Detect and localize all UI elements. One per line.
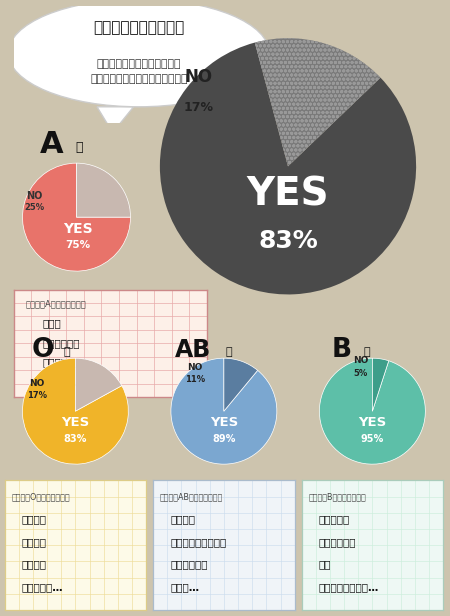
Text: 75%: 75% (65, 240, 90, 250)
Wedge shape (373, 358, 389, 411)
Text: 25%: 25% (24, 203, 45, 212)
Ellipse shape (8, 0, 269, 107)
Polygon shape (97, 107, 134, 132)
Text: 自由が大好き: 自由が大好き (319, 537, 356, 547)
Text: 他人を気にしない…: 他人を気にしない… (319, 582, 379, 592)
Text: リアリスト…: リアリスト… (22, 582, 63, 592)
Text: 83%: 83% (64, 434, 87, 444)
Wedge shape (76, 358, 122, 411)
Text: NO: NO (184, 68, 212, 86)
Text: アネゴ肌: アネゴ肌 (22, 537, 46, 547)
Text: B: B (332, 337, 352, 363)
Text: 95%: 95% (361, 434, 384, 444)
Text: いわゆるA型は、こんな人: いわゆるA型は、こんな人 (25, 299, 86, 308)
Text: 几帳面: 几帳面 (42, 318, 61, 328)
Text: しっかりもの: しっかりもの (42, 338, 80, 348)
Text: いわゆるO型は、こんな人: いわゆるO型は、こんな人 (12, 492, 70, 501)
Text: 楽観主義: 楽観主義 (22, 559, 46, 569)
Text: 型: 型 (225, 347, 232, 357)
Wedge shape (320, 358, 425, 464)
Text: YES: YES (358, 416, 387, 429)
Text: 二重人格: 二重人格 (170, 514, 195, 524)
Text: 17%: 17% (27, 391, 47, 400)
Text: つかみどころがない: つかみどころがない (170, 537, 226, 547)
Wedge shape (171, 358, 277, 464)
Text: ミステリアス: ミステリアス (170, 559, 207, 569)
Text: A: A (40, 130, 63, 160)
Text: いわゆるB型は、こんな人: いわゆるB型は、こんな人 (309, 492, 366, 501)
Text: 自分の性格は、血液型占いで
言われるとおりだと思いますか？: 自分の性格は、血液型占いで 言われるとおりだと思いますか？ (90, 59, 188, 84)
Text: 83%: 83% (258, 229, 318, 253)
Text: 母性が強い…: 母性が強い… (42, 377, 84, 387)
Text: 天才肌…: 天才肌… (170, 582, 199, 592)
Text: 読者に大アンケート！: 読者に大アンケート！ (93, 20, 184, 34)
Text: 17%: 17% (183, 101, 213, 114)
Text: 型: 型 (63, 347, 70, 357)
Text: NO: NO (353, 356, 369, 365)
Wedge shape (255, 38, 381, 166)
Text: YES: YES (61, 416, 90, 429)
Text: YES: YES (63, 222, 92, 236)
Text: NO: NO (30, 379, 45, 387)
Text: 思いやりがある: 思いやりがある (42, 357, 86, 367)
Text: 奔放: 奔放 (319, 559, 331, 569)
Text: マイペース: マイペース (319, 514, 350, 524)
Text: YES: YES (210, 416, 238, 429)
Wedge shape (22, 163, 130, 271)
Text: YES: YES (247, 176, 329, 214)
Wedge shape (76, 163, 130, 217)
Wedge shape (22, 358, 128, 464)
Wedge shape (160, 43, 416, 294)
Text: O: O (32, 337, 54, 363)
Text: 11%: 11% (184, 375, 205, 384)
Text: 5%: 5% (354, 368, 368, 378)
Text: NO: NO (26, 190, 43, 201)
Text: AB: AB (176, 338, 211, 362)
Text: 89%: 89% (212, 434, 235, 444)
Text: いわゆるAB型は、こんな人: いわゆるAB型は、こんな人 (160, 492, 223, 501)
Text: NO: NO (187, 363, 202, 371)
Text: 型: 型 (75, 140, 82, 154)
Text: 型: 型 (364, 347, 370, 357)
Wedge shape (224, 358, 258, 411)
Text: おおらか: おおらか (22, 514, 46, 524)
